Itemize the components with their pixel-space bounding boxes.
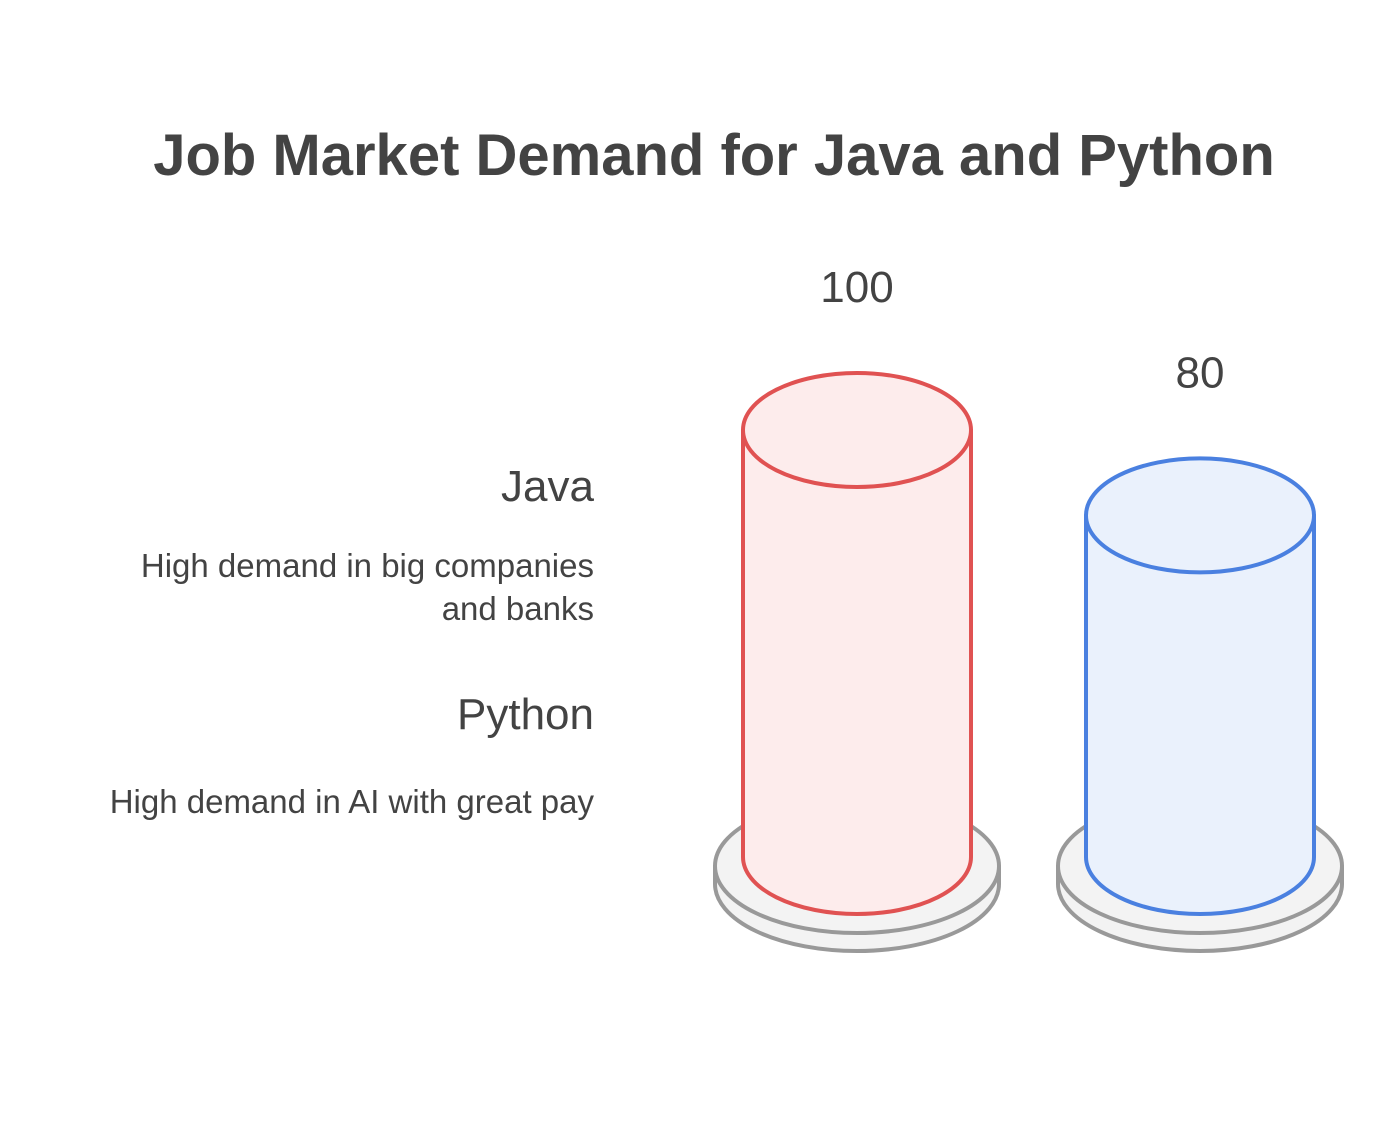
legend-python-name: Python [457, 690, 594, 739]
legend-java-name: Java [501, 462, 594, 511]
value-label-java: 100 [820, 263, 893, 312]
cylinder-body-python [1084, 513, 1316, 916]
bar-python: 80 [1056, 348, 1344, 953]
legend-java-description: High demand in big companies and banks [140, 547, 594, 627]
cylinder-body-java [741, 428, 973, 916]
legend-python-description: High demand in AI with great pay [109, 783, 594, 820]
bar-java: 100 [713, 263, 1001, 953]
chart-title: Job Market Demand for Java and Python [153, 123, 1275, 188]
cylinder-top-java [741, 371, 973, 489]
cylinder-top-python [1084, 456, 1316, 575]
value-label-python: 80 [1176, 348, 1225, 397]
